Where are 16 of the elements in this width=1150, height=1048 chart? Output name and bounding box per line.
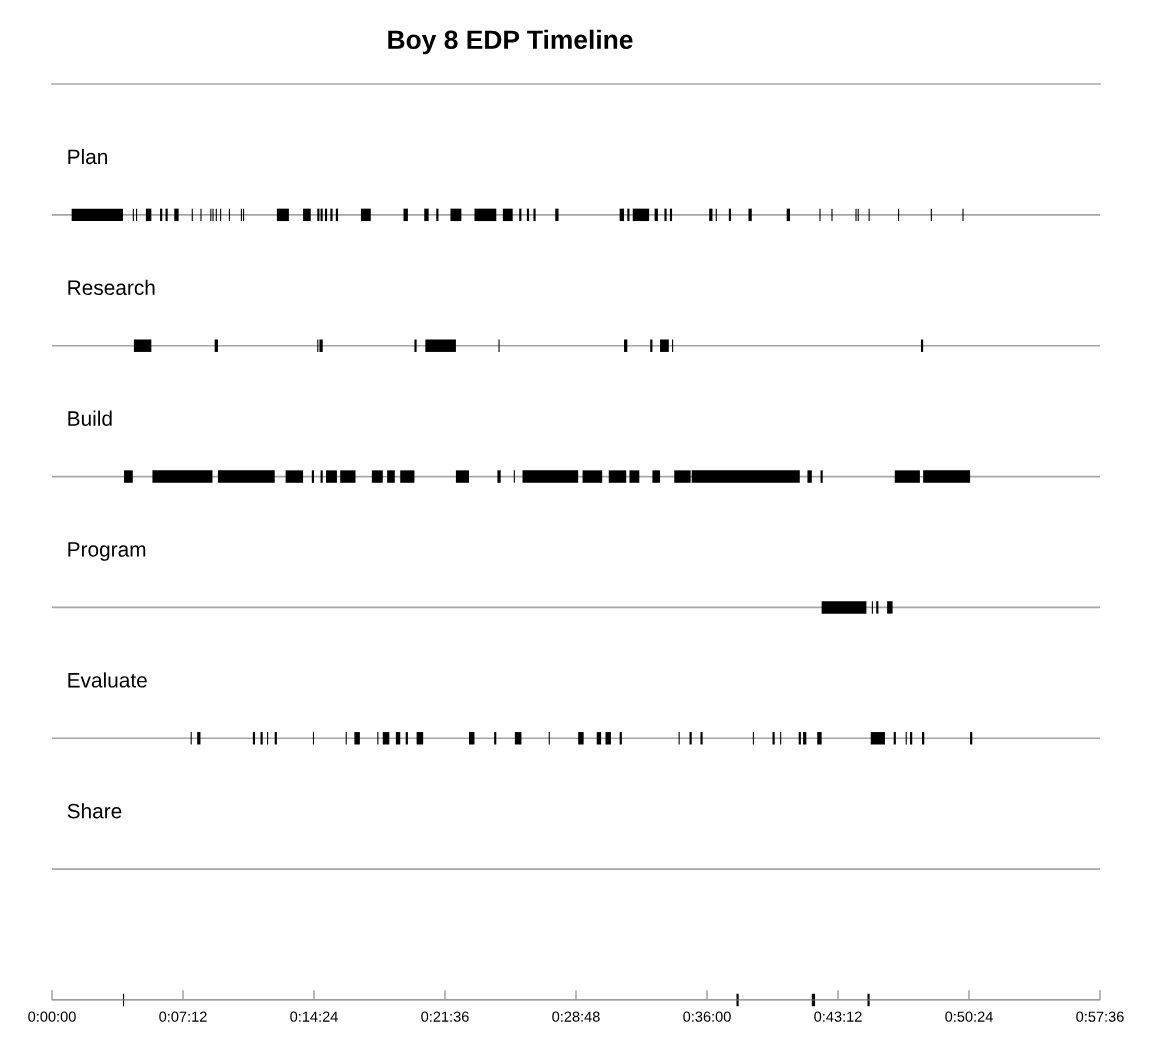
y-tick-label: Plan <box>68 148 108 165</box>
x-tick-label: 0:07:12 <box>159 1011 207 1022</box>
x-tick-label: 0:28:48 <box>552 1011 600 1022</box>
y-tick-label: Share <box>67 803 122 819</box>
x-tick-label: 0:14:24 <box>290 1011 338 1022</box>
x-tick-label: 0:43:12 <box>814 1011 862 1022</box>
y-tick-label: Build <box>68 410 112 426</box>
y-tick-label: Evaluate <box>68 672 147 688</box>
x-tick-label: 0:00:00 <box>28 1011 76 1022</box>
y-tick-label: Research <box>68 279 155 296</box>
y-tick-label: Program <box>68 542 146 561</box>
x-tick-label: 0:57:36 <box>1076 1011 1124 1022</box>
x-tick-label: 0:36:00 <box>683 1011 731 1022</box>
x-tick-label: 0:50:24 <box>945 1011 993 1022</box>
chart-title: Boy 8 EDP Timeline <box>388 29 633 55</box>
x-tick-label: 0:21:36 <box>421 1011 469 1022</box>
